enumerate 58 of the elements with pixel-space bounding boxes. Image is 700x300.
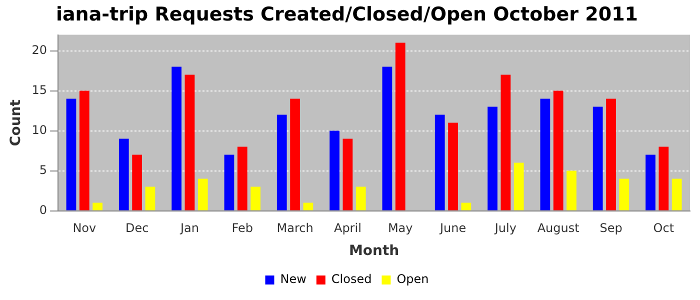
y-tick-label: 0 (39, 202, 48, 217)
bar (198, 178, 208, 210)
y-tick-label: 5 (39, 162, 48, 177)
bar (553, 90, 564, 210)
bar (448, 122, 458, 210)
bar (592, 106, 603, 210)
x-tick-label: Feb (232, 221, 254, 236)
bar (540, 98, 550, 210)
bar (619, 178, 630, 210)
bar (92, 202, 102, 210)
x-tick-label: August (537, 221, 580, 236)
bar (224, 154, 234, 210)
bar (461, 202, 472, 210)
bar (250, 186, 260, 210)
x-tick-label: April (334, 221, 362, 236)
bar (237, 146, 248, 210)
bar (66, 98, 76, 210)
legend-label: New (280, 272, 307, 286)
x-tick-label: Sep (600, 221, 622, 236)
y-axis-title: Count (8, 99, 24, 146)
bar (672, 178, 682, 210)
bar (566, 170, 576, 210)
bar (330, 130, 340, 210)
bar (356, 186, 366, 210)
bar (276, 114, 287, 210)
bar (290, 98, 300, 210)
x-tick-label: Nov (72, 221, 96, 236)
x-tick-label: Dec (125, 221, 149, 236)
bar (79, 90, 90, 210)
y-tick-label: 20 (32, 42, 48, 57)
bar (303, 202, 314, 210)
bar (145, 186, 156, 210)
bar (514, 162, 524, 210)
bar (488, 106, 498, 210)
bar (132, 154, 142, 210)
y-tick-label: 15 (32, 82, 48, 97)
bar (342, 138, 353, 210)
x-tick-label: Jan (179, 221, 199, 236)
x-tick-label: March (276, 221, 314, 236)
bar (434, 114, 445, 210)
chart-title: iana-trip Requests Created/Closed/Open October 2011 (56, 3, 638, 26)
x-tick-label: June (438, 221, 466, 236)
bar (500, 74, 511, 210)
bar (172, 66, 182, 210)
bar (184, 74, 195, 210)
x-axis-title: Month (348, 243, 400, 260)
x-tick-label: May (388, 221, 413, 236)
bar (646, 154, 656, 210)
legend-label: Closed (331, 272, 372, 286)
bar (118, 138, 129, 210)
legend-label: Open (396, 272, 429, 286)
bar (606, 98, 616, 210)
y-tick-label: 10 (32, 122, 48, 137)
x-tick-label: July (494, 221, 516, 236)
bar (395, 42, 406, 210)
bar (658, 146, 669, 210)
bar (382, 66, 392, 210)
x-tick-label: Oct (653, 221, 674, 236)
